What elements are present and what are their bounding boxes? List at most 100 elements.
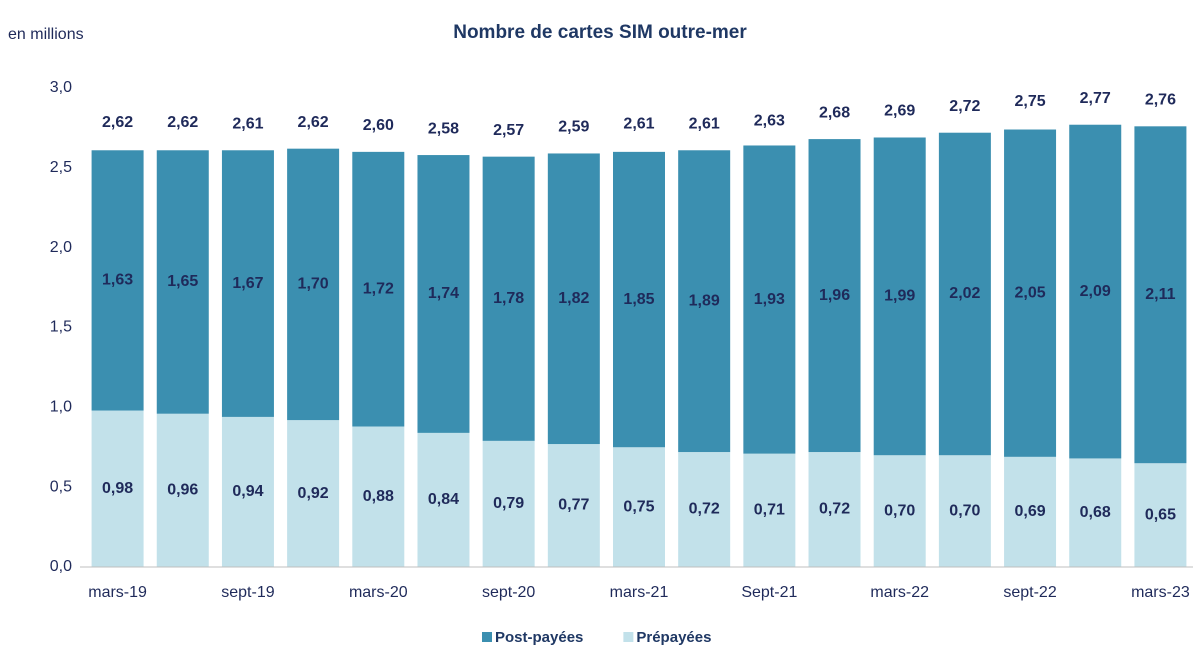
bar-segment xyxy=(417,432,470,567)
chart-title: Nombre de cartes SIM outre-mer xyxy=(453,22,747,43)
total-label: 2,61 xyxy=(689,115,720,132)
bar-segment xyxy=(1004,456,1057,567)
total-label: 2,58 xyxy=(428,120,459,137)
bar-segment xyxy=(156,150,209,414)
data-label: 0,69 xyxy=(1014,503,1045,520)
x-tick-label: sept-19 xyxy=(221,584,274,601)
bar-segment xyxy=(482,440,535,567)
x-tick-label: mars-23 xyxy=(1131,584,1190,601)
y-tick-label: 3,0 xyxy=(50,79,72,96)
bar-segment xyxy=(938,455,991,567)
legend-label: Post-payées xyxy=(495,629,583,646)
bar-segment xyxy=(352,151,405,427)
data-label: 0,94 xyxy=(232,483,263,500)
bar-segment xyxy=(547,153,600,445)
total-label: 2,69 xyxy=(884,103,915,120)
data-label: 1,65 xyxy=(167,273,198,290)
data-label: 1,85 xyxy=(623,291,654,308)
data-label: 1,63 xyxy=(102,272,133,289)
data-label: 0,96 xyxy=(167,482,198,499)
total-label: 2,62 xyxy=(102,114,133,131)
y-tick-label: 1,0 xyxy=(50,399,72,416)
data-label: 2,02 xyxy=(949,285,980,302)
data-label: 2,11 xyxy=(1145,286,1175,303)
bar-segment xyxy=(287,420,340,567)
bar-segment xyxy=(287,148,340,421)
data-label: 0,72 xyxy=(819,501,850,518)
bar-segment xyxy=(743,453,796,567)
bar-segment xyxy=(808,139,861,453)
bar-segment xyxy=(613,447,665,567)
total-label: 2,77 xyxy=(1080,90,1111,107)
data-label: 0,79 xyxy=(493,495,524,512)
data-label: 0,84 xyxy=(428,491,459,508)
y-tick-label: 0,0 xyxy=(50,558,72,575)
data-label: 0,70 xyxy=(949,502,980,519)
data-label: 0,92 xyxy=(298,485,329,502)
data-label: 2,05 xyxy=(1014,284,1045,301)
data-label: 1,72 xyxy=(363,280,394,297)
bar-segment xyxy=(352,426,405,567)
total-label: 2,57 xyxy=(493,122,524,139)
total-label: 2,61 xyxy=(232,115,263,132)
data-label: 1,78 xyxy=(493,290,524,307)
legend-label: Prépayées xyxy=(636,629,711,646)
bar-segment xyxy=(678,150,731,453)
bar-segment xyxy=(808,452,861,567)
y-tick-label: 0,5 xyxy=(50,478,72,495)
bar-segment xyxy=(938,132,991,456)
bar-segment xyxy=(873,137,926,456)
y-tick-label: 2,0 xyxy=(50,239,72,256)
data-label: 0,65 xyxy=(1145,506,1176,523)
total-label: 2,75 xyxy=(1014,93,1045,110)
bar-segment xyxy=(91,150,144,411)
data-label: 1,99 xyxy=(884,288,915,305)
bar-segment xyxy=(417,155,470,433)
x-tick-label: sept-20 xyxy=(482,584,535,601)
total-label: 2,68 xyxy=(819,104,850,121)
data-label: 0,88 xyxy=(363,488,394,505)
bar-segment xyxy=(743,145,796,454)
data-label: 0,77 xyxy=(558,497,589,514)
bar-segment xyxy=(613,151,665,448)
total-label: 2,63 xyxy=(754,112,785,129)
total-label: 2,72 xyxy=(949,98,980,115)
bar-segment xyxy=(91,410,144,567)
bar-segment xyxy=(547,444,600,567)
bar-segment xyxy=(221,416,274,567)
data-label: 1,93 xyxy=(754,291,785,308)
data-label: 1,67 xyxy=(232,275,263,292)
bar-segment xyxy=(678,452,731,567)
bar-segment xyxy=(1134,126,1187,464)
data-label: 0,70 xyxy=(884,502,915,519)
data-label: 0,72 xyxy=(689,501,720,518)
x-tick-label: sept-22 xyxy=(1003,584,1056,601)
data-label: 0,71 xyxy=(754,502,785,519)
bar-segment xyxy=(1069,458,1122,567)
bar-segment xyxy=(221,150,274,417)
total-label: 2,60 xyxy=(363,117,394,134)
bar-segment xyxy=(873,455,926,567)
data-label: 0,68 xyxy=(1080,504,1111,521)
data-label: 1,74 xyxy=(428,285,459,302)
data-label: 1,96 xyxy=(819,287,850,304)
y-tick-label: 2,5 xyxy=(50,159,72,176)
bar-segment xyxy=(156,413,209,567)
total-label: 2,62 xyxy=(167,114,198,131)
data-label: 1,82 xyxy=(558,290,589,307)
data-label: 1,89 xyxy=(689,292,720,309)
data-label: 2,09 xyxy=(1080,283,1111,300)
x-tick-label: mars-21 xyxy=(610,584,669,601)
data-label: 0,75 xyxy=(623,498,654,515)
y-axis-label: en millions xyxy=(8,26,84,43)
bar-segment xyxy=(1134,463,1187,567)
total-label: 2,76 xyxy=(1145,92,1176,109)
legend-swatch xyxy=(482,632,492,642)
data-label: 1,70 xyxy=(298,276,329,293)
total-label: 2,62 xyxy=(298,114,329,131)
y-tick-label: 1,5 xyxy=(50,319,72,336)
total-label: 2,59 xyxy=(558,119,589,136)
x-tick-label: mars-20 xyxy=(349,584,408,601)
x-tick-label: Sept-21 xyxy=(741,584,797,601)
